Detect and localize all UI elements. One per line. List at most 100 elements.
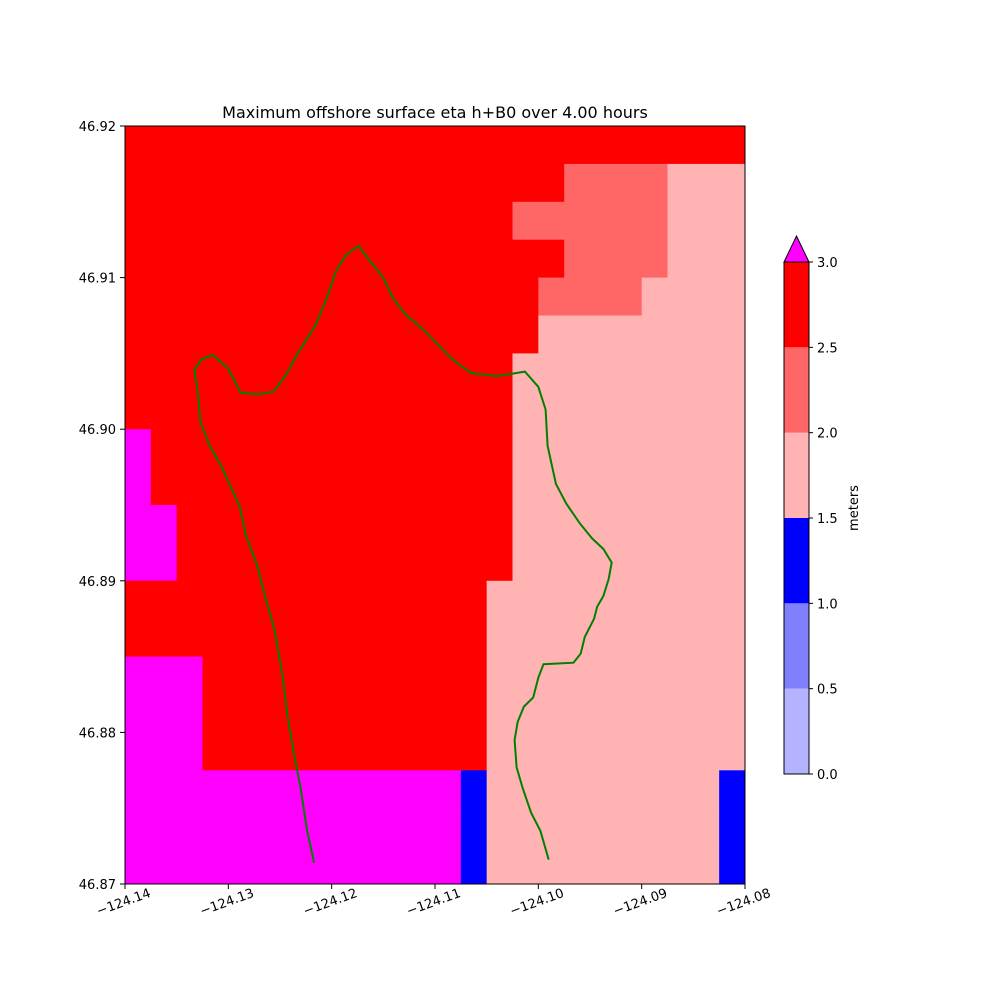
heatmap-cell — [590, 163, 617, 203]
heatmap-cell — [719, 353, 746, 392]
heatmap-cell — [305, 580, 333, 620]
heatmap-cell — [693, 542, 720, 582]
heatmap-cell — [564, 618, 591, 658]
heatmap-cell — [357, 542, 384, 582]
heatmap-cell — [538, 618, 565, 658]
heatmap-cell — [538, 732, 565, 771]
heatmap-cell — [176, 770, 203, 809]
heatmap-cell — [331, 201, 358, 241]
heatmap-cell — [435, 126, 462, 165]
heatmap-cell — [150, 656, 178, 695]
heatmap-cell — [331, 846, 358, 885]
heatmap-cell — [512, 277, 539, 316]
heatmap-cell — [667, 505, 694, 544]
heatmap-cell — [564, 277, 591, 316]
colorbar: 0.0 0.5 1.0 1.5 2.0 2.5 3.0 — [783, 234, 838, 783]
heatmap-cell — [305, 467, 333, 506]
heatmap-cell — [331, 429, 358, 468]
heatmap-cell — [615, 315, 643, 354]
heatmap-cell — [719, 201, 746, 241]
heatmap-cell — [486, 353, 513, 392]
heatmap-cell — [176, 239, 203, 279]
heatmap-cell — [460, 808, 488, 847]
heatmap-cell — [667, 163, 694, 203]
heatmap-cell — [486, 505, 513, 544]
heatmap-cell — [512, 163, 539, 203]
heatmap-cell — [615, 505, 643, 544]
colorbar-label: meters — [847, 485, 862, 531]
heatmap-cell — [590, 694, 617, 733]
heatmap-cell — [693, 315, 720, 354]
heatmap-cell — [176, 618, 203, 658]
heatmap-cell — [641, 542, 668, 582]
heatmap-cell — [564, 467, 591, 506]
heatmap-cell — [667, 391, 694, 430]
heatmap-cell — [150, 239, 178, 279]
heatmap-cell — [641, 391, 668, 430]
heatmap-cell — [615, 846, 643, 885]
heatmap-cell — [331, 126, 358, 165]
heatmap-cell — [409, 201, 436, 241]
heatmap-cell — [538, 163, 565, 203]
heatmap-cell — [305, 391, 333, 430]
heatmap-cell — [254, 542, 281, 582]
heatmap-cell — [228, 277, 255, 316]
heatmap-cell — [590, 277, 617, 316]
heatmap-cell — [176, 201, 203, 241]
heatmap-cell — [719, 429, 746, 468]
heatmap-cell — [254, 770, 281, 809]
heatmap-cell — [512, 808, 539, 847]
heatmap-cell — [512, 429, 539, 468]
heatmap-cell — [615, 580, 643, 620]
colorbar-tick-label: 1.0 — [817, 597, 838, 612]
heatmap-cell — [228, 239, 255, 279]
heatmap-cell — [254, 429, 281, 468]
heatmap-cell — [538, 694, 565, 733]
heatmap-cell — [409, 391, 436, 430]
heatmap-cell — [409, 163, 436, 203]
heatmap-cell — [409, 846, 436, 885]
heatmap-cell — [383, 429, 410, 468]
heatmap-cell — [590, 126, 617, 165]
heatmap-cell — [305, 846, 333, 885]
heatmap-cell — [150, 505, 178, 544]
heatmap-cell — [305, 126, 333, 165]
heatmap-cell — [305, 694, 333, 733]
heatmap-cell — [435, 656, 462, 695]
heatmap-cell — [409, 770, 436, 809]
heatmap-cell — [667, 694, 694, 733]
heatmap-cell — [125, 163, 152, 203]
heatmap-cell — [590, 467, 617, 506]
heatmap-cell — [176, 656, 203, 695]
heatmap-cell — [331, 732, 358, 771]
heatmap-cell — [202, 694, 229, 733]
heatmap-cell — [460, 315, 488, 354]
colorbar-bin — [784, 603, 809, 689]
heatmap-cell — [693, 580, 720, 620]
heatmap-cell — [176, 315, 203, 354]
heatmap-cell — [409, 732, 436, 771]
heatmap-cell — [228, 846, 255, 885]
heatmap-cell — [331, 808, 358, 847]
heatmap-cell — [409, 126, 436, 165]
heatmap-cell — [176, 505, 203, 544]
heatmap-cell — [202, 580, 229, 620]
heatmap-cell — [615, 126, 643, 165]
heatmap-cell — [202, 429, 229, 468]
heatmap-cell — [435, 505, 462, 544]
heatmap-cell — [228, 163, 255, 203]
heatmap-cell — [460, 694, 488, 733]
heatmap-cell — [383, 467, 410, 506]
heatmap-cell — [254, 846, 281, 885]
heatmap-cell — [383, 846, 410, 885]
heatmap-cell — [538, 505, 565, 544]
heatmap-cell — [228, 732, 255, 771]
heatmap-cell — [383, 656, 410, 695]
heatmap-cell — [202, 353, 229, 392]
heatmap-cell — [486, 732, 513, 771]
y-tick-label: 46.89 — [79, 575, 116, 590]
heatmap-cell — [280, 126, 307, 165]
heatmap-cell — [357, 618, 384, 658]
heatmap-cell — [357, 429, 384, 468]
heatmap-cell — [538, 201, 565, 241]
